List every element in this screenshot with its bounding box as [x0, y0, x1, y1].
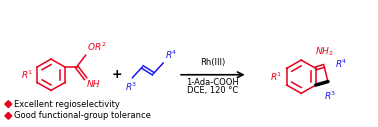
Text: $NH_2$: $NH_2$ [314, 46, 333, 58]
Text: +: + [111, 68, 122, 81]
Text: $OR^2$: $OR^2$ [87, 41, 106, 53]
Text: NH: NH [87, 80, 100, 89]
Text: $R^1$: $R^1$ [270, 70, 282, 83]
Text: $R^3$: $R^3$ [324, 89, 336, 102]
Polygon shape [5, 101, 12, 108]
Text: DCE, 120 °C: DCE, 120 °C [187, 85, 239, 94]
Text: 1-Ada-COOH: 1-Ada-COOH [186, 78, 239, 87]
Text: $R^4$: $R^4$ [335, 58, 347, 70]
Text: $R^3$: $R^3$ [125, 81, 138, 93]
Text: $R^1$: $R^1$ [21, 69, 33, 81]
Text: Excellent regioselectivity: Excellent regioselectivity [14, 100, 120, 109]
Polygon shape [5, 112, 12, 119]
Text: Good functional-group tolerance: Good functional-group tolerance [14, 111, 151, 120]
Text: Rh(III): Rh(III) [200, 58, 225, 67]
Text: $R^4$: $R^4$ [165, 49, 178, 61]
